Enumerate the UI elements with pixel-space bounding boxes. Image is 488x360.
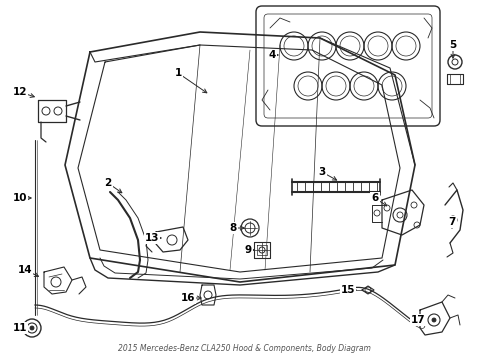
Text: 3: 3 xyxy=(318,167,325,177)
Text: 11: 11 xyxy=(13,323,27,333)
Text: 6: 6 xyxy=(370,193,378,203)
Text: 2: 2 xyxy=(104,178,111,188)
Text: 12: 12 xyxy=(13,87,27,97)
Text: 5: 5 xyxy=(448,40,456,50)
Text: 7: 7 xyxy=(447,217,455,227)
Text: 13: 13 xyxy=(144,233,159,243)
Circle shape xyxy=(431,318,435,322)
Text: 17: 17 xyxy=(410,315,425,325)
Text: 14: 14 xyxy=(18,265,32,275)
Text: 8: 8 xyxy=(229,223,236,233)
Text: 9: 9 xyxy=(244,245,251,255)
Text: 2015 Mercedes-Benz CLA250 Hood & Components, Body Diagram: 2015 Mercedes-Benz CLA250 Hood & Compone… xyxy=(117,344,370,353)
Circle shape xyxy=(259,247,264,253)
Text: 16: 16 xyxy=(181,293,195,303)
Text: 4: 4 xyxy=(268,50,275,60)
Circle shape xyxy=(30,326,34,330)
Text: 10: 10 xyxy=(13,193,27,203)
Text: 1: 1 xyxy=(174,68,181,78)
Text: 15: 15 xyxy=(340,285,354,295)
